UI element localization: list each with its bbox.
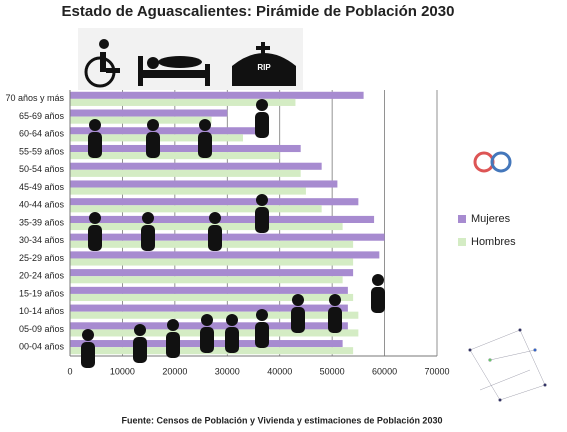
bar	[70, 127, 259, 135]
silhouette	[291, 307, 305, 333]
silhouette	[256, 309, 268, 321]
silhouette	[256, 99, 268, 111]
y-tick-label: 30-34 años	[19, 235, 65, 245]
y-tick-label: 05-09 años	[19, 324, 65, 334]
silhouette	[372, 274, 384, 286]
y-tick-label: 55-59 años	[19, 146, 65, 156]
silhouette	[147, 119, 159, 131]
bar	[70, 98, 296, 106]
silhouette	[328, 307, 342, 333]
silhouette	[371, 287, 385, 313]
bar	[70, 269, 354, 277]
silhouette	[167, 319, 179, 331]
y-tick-label: 60-64 años	[19, 129, 65, 139]
silhouette	[255, 112, 269, 138]
silhouette	[200, 327, 214, 353]
header-icons: RIP	[78, 28, 303, 90]
y-tick-label: 65-69 años	[19, 111, 65, 121]
silhouette	[329, 294, 341, 306]
bar	[70, 152, 280, 160]
bar	[70, 322, 348, 330]
bar	[70, 169, 301, 177]
bar	[70, 205, 322, 213]
bar	[70, 286, 348, 294]
silhouette	[255, 322, 269, 348]
silhouette	[133, 337, 147, 363]
y-tick-label: 40-44 años	[19, 200, 65, 210]
legend-label: Hombres	[471, 236, 516, 248]
y-tick-label: 00-04 años	[19, 342, 65, 352]
bar	[70, 276, 343, 284]
y-tick-label: 35-39 años	[19, 217, 65, 227]
silhouette	[199, 119, 211, 131]
bar	[70, 293, 354, 302]
logo-network	[468, 328, 547, 402]
bar	[70, 329, 359, 337]
silhouette	[201, 314, 213, 326]
bar	[70, 215, 375, 223]
legend-label: Mujeres	[471, 213, 511, 225]
bar	[70, 223, 343, 231]
silhouette	[88, 225, 102, 251]
y-tick-label: 15-19 años	[19, 288, 65, 298]
silhouette	[292, 294, 304, 306]
bar	[70, 187, 306, 195]
y-tick-label: 20-24 años	[19, 271, 65, 281]
x-tick-label: 50000	[320, 366, 345, 376]
silhouette	[89, 212, 101, 224]
bar	[70, 116, 212, 124]
bar	[70, 144, 301, 153]
bar	[70, 311, 359, 319]
bar	[70, 258, 354, 266]
x-tick-label: 10000	[110, 366, 135, 376]
silhouette	[134, 324, 146, 336]
x-tick-label: 70000	[424, 366, 449, 376]
x-tick-label: 0	[67, 366, 72, 376]
svg-text:RIP: RIP	[257, 63, 271, 72]
bar	[70, 198, 359, 206]
bar	[70, 109, 228, 117]
legend-icon	[473, 151, 495, 173]
bar	[70, 233, 385, 241]
silhouette	[142, 212, 154, 224]
silhouette	[256, 194, 268, 206]
silhouette	[141, 225, 155, 251]
y-tick-label: 45-49 años	[19, 182, 65, 192]
bar	[70, 180, 338, 188]
legend-swatch	[458, 215, 466, 223]
x-tick-label: 20000	[162, 366, 187, 376]
silhouette	[208, 225, 222, 251]
silhouette	[89, 119, 101, 131]
bar	[70, 251, 380, 259]
silhouette	[82, 329, 94, 341]
y-tick-label: 10-14 años	[19, 306, 65, 316]
silhouette	[225, 327, 239, 353]
y-tick-label: 50-54 años	[19, 164, 65, 174]
y-tick-label: 25-29 años	[19, 253, 65, 263]
source: Fuente: Censos de Población y Vivienda y…	[122, 415, 443, 425]
silhouette	[226, 314, 238, 326]
legend-swatch	[458, 238, 466, 246]
y-tick-label: 70 años y más	[5, 93, 64, 103]
silhouette	[146, 132, 160, 158]
silhouette	[198, 132, 212, 158]
bar	[70, 91, 364, 99]
silhouette	[81, 342, 95, 368]
silhouette	[209, 212, 221, 224]
silhouette	[166, 332, 180, 358]
x-tick-label: 60000	[372, 366, 397, 376]
silhouette	[88, 132, 102, 158]
legend-icon	[490, 151, 512, 173]
x-tick-label: 40000	[267, 366, 292, 376]
x-tick-label: 30000	[215, 366, 240, 376]
bar	[70, 304, 348, 312]
silhouette	[255, 207, 269, 233]
chart-title: Estado de Aguascalientes: Pirámide de Po…	[62, 3, 455, 20]
bar	[70, 162, 322, 170]
